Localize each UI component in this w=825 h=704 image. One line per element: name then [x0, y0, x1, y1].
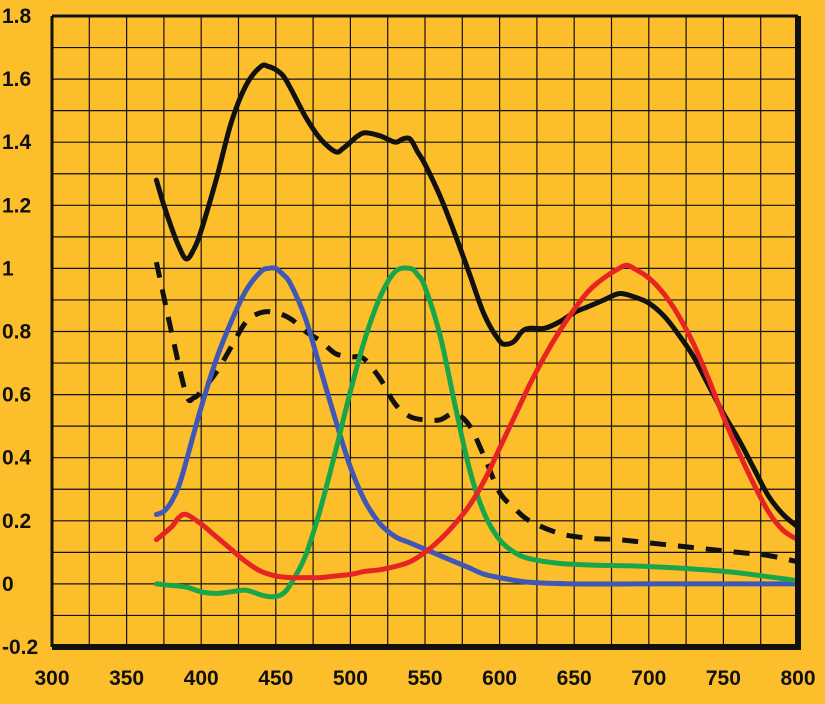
- y-tick-label: -0.2: [2, 636, 38, 659]
- series-line-3: [153, 265, 801, 587]
- x-tick-label: 800: [780, 667, 815, 690]
- plot-frame: [50, 14, 801, 650]
- y-tick-label: 0: [2, 573, 14, 596]
- series-line-1: [153, 62, 801, 530]
- x-tick-label: 350: [109, 667, 144, 690]
- x-tick-label: 500: [333, 667, 368, 690]
- x-tick-label: 600: [482, 667, 517, 690]
- series-line-2: [153, 261, 799, 565]
- y-tick-label: 1: [2, 257, 14, 280]
- y-tick-label: 1.2: [2, 194, 31, 217]
- y-tick-label: 0.2: [2, 510, 31, 533]
- x-tick-label: 300: [34, 667, 69, 690]
- x-axis-ticks: 300 350 400 450 500 550 600 650 700 750 800: [34, 667, 815, 690]
- y-tick-label: 0.6: [2, 384, 31, 407]
- y-axis-ticks: -0.2 0 0.2 0.4 0.6 0.8 1 1.2 1.4 1.6 1.8: [2, 5, 38, 659]
- x-tick-label: 400: [184, 667, 219, 690]
- series-layer: [153, 62, 801, 600]
- x-tick-label: 700: [631, 667, 666, 690]
- series-line-5: [153, 262, 801, 581]
- y-tick-label: 0.4: [2, 447, 32, 470]
- y-tick-label: 1.6: [2, 68, 31, 91]
- y-tick-label: 1.4: [2, 131, 32, 154]
- y-tick-label: 1.8: [2, 5, 32, 28]
- x-tick-label: 550: [407, 667, 442, 690]
- x-tick-label: 450: [258, 667, 293, 690]
- x-tick-label: 650: [557, 667, 592, 690]
- y-tick-label: 0.8: [2, 321, 32, 344]
- series-line-4: [153, 265, 801, 600]
- x-tick-label: 750: [706, 667, 741, 690]
